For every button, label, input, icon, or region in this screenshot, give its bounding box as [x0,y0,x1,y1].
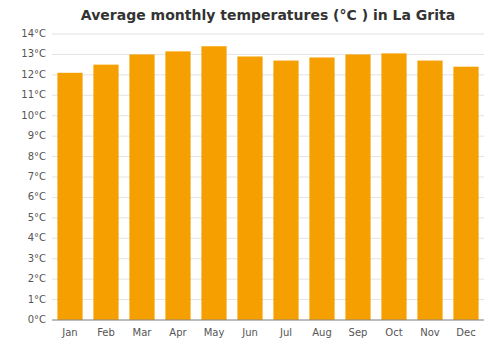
y-tick-label: 10°C [21,110,46,121]
y-tick-label: 5°C [28,212,46,223]
x-tick-label: Aug [312,327,332,338]
y-tick-label: 0°C [28,314,46,325]
grid-line [52,54,484,55]
x-axis: Jan Feb Mar Apr May Jun Jul Aug Sep Oct Nov Dec [52,320,484,338]
x-tick-label: Sep [349,327,368,338]
y-axis: 0°C 1°C 2°C 3°C 4°C 5°C 6°C 7°C 8°C 9°C 10°C 11°C 12… [21,28,46,325]
y-tick-label: 9°C [28,130,46,141]
x-tick-label: Nov [420,327,440,338]
y-tick-label: 13°C [21,48,46,59]
bar [273,61,298,320]
y-tick-label: 4°C [28,232,46,243]
bar [165,51,190,320]
x-tick-label: Apr [169,327,187,338]
x-tick-label: May [204,327,225,338]
bar [201,46,226,320]
bar [129,54,154,320]
y-tick-label: 12°C [21,69,46,80]
y-tick-label: 3°C [28,253,46,264]
y-tick-label: 7°C [28,171,46,182]
x-axis-line [52,320,484,321]
grid-line [52,34,484,35]
x-tick-label: Feb [97,327,115,338]
x-tick-label: Jun [241,327,258,338]
chart: Average monthly temperatures (°C ) in La… [0,0,500,350]
bar [237,56,262,320]
y-tick-label: 8°C [28,151,46,162]
x-tick-label: Mar [133,327,153,338]
x-tick-label: Jan [61,327,77,338]
bars [57,46,478,320]
y-tick-label: 14°C [21,28,46,39]
bar [381,53,406,320]
y-tick-label: 6°C [28,191,46,202]
title: Average monthly temperatures (°C ) in La… [81,7,455,23]
bar [345,54,370,320]
bar [309,57,334,320]
x-tick-label: Dec [456,327,475,338]
grid [52,34,484,320]
bar [93,65,118,320]
y-tick-label: 1°C [28,294,46,305]
grid-line [52,320,484,321]
x-tick-label: Jul [279,327,292,338]
x-tick-label: Oct [385,327,402,338]
bar [417,61,442,320]
bar [453,67,478,320]
y-tick-label: 2°C [28,273,46,284]
y-tick-label: 11°C [21,89,46,100]
bar [57,73,82,320]
